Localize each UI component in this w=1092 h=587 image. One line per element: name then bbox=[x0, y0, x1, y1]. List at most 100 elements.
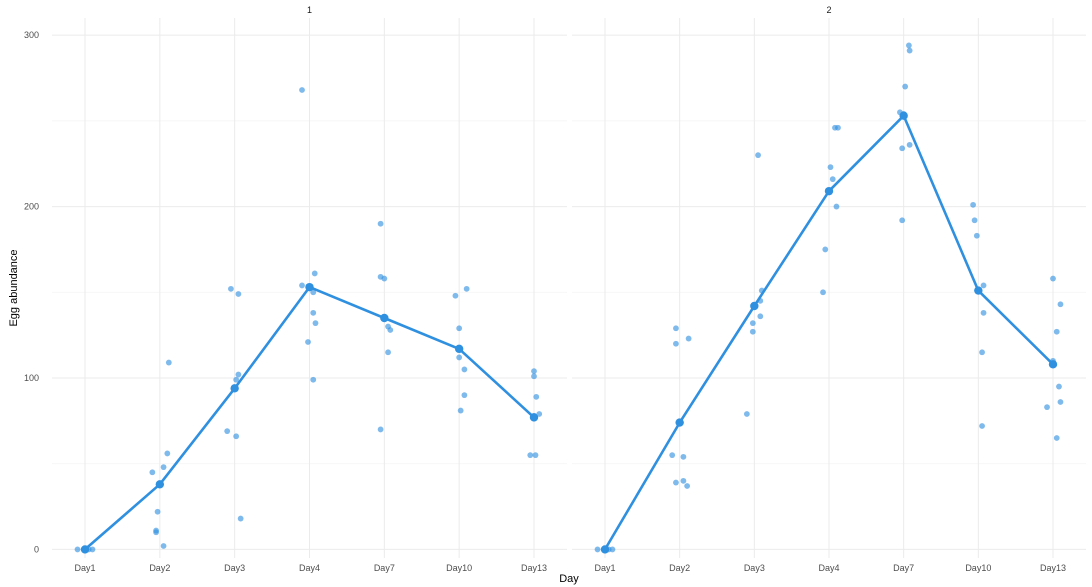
data-point bbox=[1053, 328, 1060, 335]
data-point bbox=[531, 368, 537, 375]
data-point bbox=[312, 320, 319, 327]
data-point bbox=[461, 366, 468, 373]
data-point bbox=[902, 83, 909, 90]
data-point bbox=[970, 201, 977, 208]
x-axis-title: Day bbox=[559, 573, 579, 585]
x-tick-label: Day7 bbox=[374, 563, 395, 573]
facet-label-1: 1 bbox=[307, 5, 312, 15]
data-point bbox=[153, 529, 159, 536]
data-point bbox=[377, 426, 384, 433]
data-point bbox=[452, 292, 459, 299]
data-point bbox=[1056, 383, 1062, 390]
data-point bbox=[673, 340, 679, 347]
data-point bbox=[154, 508, 161, 515]
y-tick-label: 200 bbox=[24, 202, 39, 212]
data-point bbox=[310, 289, 317, 296]
facet-label-2: 2 bbox=[826, 5, 831, 15]
data-point bbox=[835, 124, 841, 131]
data-point bbox=[905, 42, 912, 49]
data-point bbox=[299, 87, 305, 93]
data-point bbox=[160, 464, 167, 471]
data-point bbox=[536, 411, 543, 417]
data-point bbox=[463, 285, 470, 292]
data-point bbox=[833, 203, 840, 210]
data-point bbox=[387, 327, 394, 333]
data-point bbox=[1053, 435, 1060, 441]
data-point bbox=[685, 335, 692, 342]
data-point bbox=[228, 285, 234, 292]
data-point bbox=[381, 275, 388, 282]
data-point bbox=[743, 411, 750, 417]
data-point bbox=[165, 359, 172, 366]
y-axis-title: Egg abundance bbox=[8, 249, 20, 326]
x-tick-label: Day13 bbox=[1040, 563, 1066, 573]
data-point bbox=[673, 479, 679, 486]
data-point bbox=[1050, 275, 1056, 282]
data-point bbox=[1044, 404, 1050, 411]
mean-point bbox=[380, 313, 389, 323]
data-point bbox=[233, 433, 240, 440]
data-point bbox=[164, 450, 171, 457]
x-tick-label: Day2 bbox=[149, 563, 170, 573]
data-point bbox=[749, 320, 756, 327]
data-point bbox=[979, 423, 985, 429]
data-point bbox=[899, 217, 906, 224]
data-point bbox=[906, 141, 913, 148]
data-point bbox=[160, 543, 167, 549]
x-tick-label: Day7 bbox=[893, 563, 914, 573]
data-point bbox=[233, 376, 240, 383]
data-point bbox=[310, 376, 317, 383]
data-point bbox=[609, 546, 616, 553]
y-tick-label: 100 bbox=[24, 373, 39, 383]
data-point bbox=[385, 349, 391, 356]
data-point bbox=[1057, 399, 1064, 405]
data-point bbox=[980, 282, 987, 289]
data-point bbox=[680, 453, 687, 460]
data-point bbox=[377, 220, 384, 227]
data-point bbox=[149, 469, 156, 476]
data-point bbox=[456, 325, 463, 332]
x-tick-label: Day4 bbox=[299, 563, 320, 573]
mean-point bbox=[750, 301, 759, 311]
data-point bbox=[237, 515, 244, 522]
mean-point bbox=[155, 480, 165, 489]
data-point bbox=[89, 546, 96, 553]
x-tick-label: Day1 bbox=[74, 563, 95, 573]
data-point bbox=[74, 546, 81, 553]
data-point bbox=[820, 289, 826, 296]
data-point bbox=[906, 47, 913, 54]
data-point bbox=[533, 393, 540, 400]
mean-point bbox=[675, 418, 684, 427]
data-point bbox=[755, 152, 761, 159]
data-point bbox=[299, 282, 305, 289]
data-point bbox=[669, 452, 676, 459]
data-point bbox=[973, 232, 980, 239]
x-tick-label: Day4 bbox=[818, 563, 839, 573]
data-point bbox=[757, 313, 764, 320]
data-point bbox=[594, 546, 601, 553]
x-tick-label: Day3 bbox=[224, 563, 245, 573]
mean-point bbox=[305, 282, 314, 292]
x-tick-label: Day2 bbox=[669, 563, 690, 573]
data-point bbox=[680, 477, 687, 484]
data-point bbox=[457, 407, 464, 414]
data-point bbox=[310, 309, 317, 316]
data-point bbox=[224, 428, 231, 435]
data-point bbox=[829, 176, 836, 183]
mean-point bbox=[974, 286, 983, 295]
data-point bbox=[531, 373, 537, 380]
data-point bbox=[673, 325, 679, 332]
mean-point bbox=[454, 344, 464, 354]
data-point bbox=[980, 309, 987, 316]
data-point bbox=[749, 328, 756, 335]
data-point bbox=[456, 354, 463, 361]
x-tick-label: Day10 bbox=[965, 563, 991, 573]
y-tick-label: 300 bbox=[24, 30, 39, 40]
x-tick-label: Day13 bbox=[521, 563, 547, 573]
y-tick-label: 0 bbox=[34, 544, 39, 554]
data-point bbox=[899, 145, 906, 152]
data-point bbox=[461, 392, 468, 399]
data-point bbox=[527, 452, 534, 459]
data-point bbox=[532, 452, 539, 459]
